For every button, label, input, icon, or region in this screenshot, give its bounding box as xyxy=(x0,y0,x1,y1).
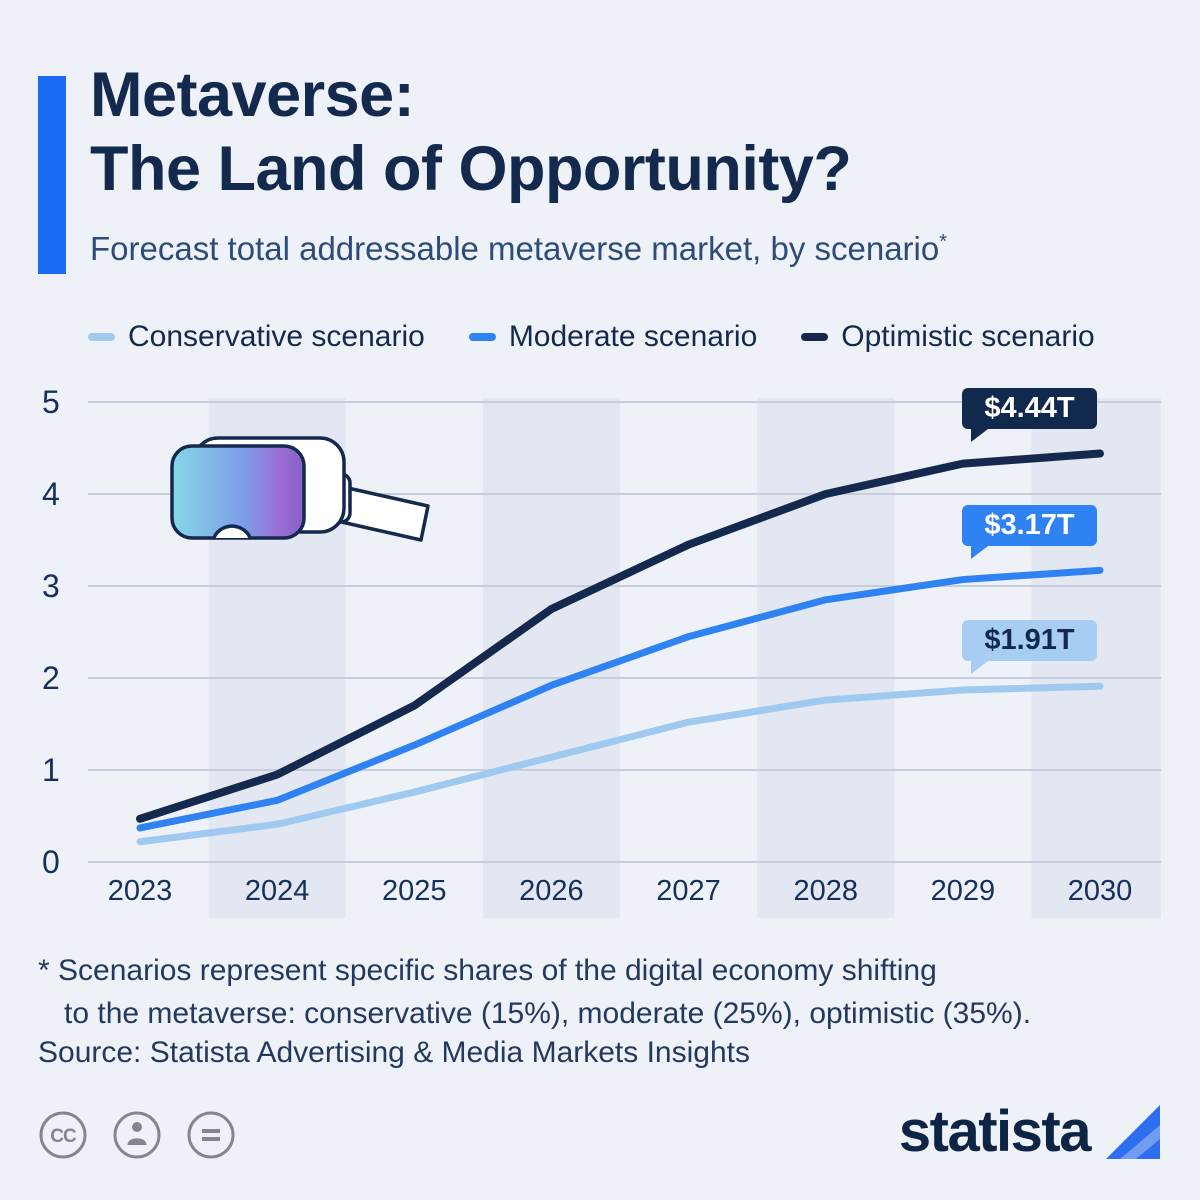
svg-text:CC: CC xyxy=(50,1126,77,1147)
value-badge-moderate: $3.17T xyxy=(962,505,1097,559)
series-line-moderate xyxy=(136,566,1104,832)
svg-text:2029: 2029 xyxy=(931,875,996,907)
svg-text:2028: 2028 xyxy=(793,875,858,907)
badge-tail xyxy=(971,661,988,674)
no-derivatives-icon xyxy=(187,1111,235,1159)
legend-item-moderate: Moderate scenario xyxy=(468,320,758,354)
legend-item-optimistic: Optimistic scenario xyxy=(801,320,1095,354)
badge-tail xyxy=(971,546,988,559)
value-badge-optimistic: $4.44T xyxy=(962,388,1097,442)
legend-marker-conservative xyxy=(88,333,115,341)
title-line-2: The Land of Opportunity? xyxy=(90,134,852,205)
statista-logo-mark xyxy=(1106,1104,1160,1159)
footnote: * Scenarios represent specific shares of… xyxy=(38,950,1031,1035)
legend-marker-moderate xyxy=(468,333,496,341)
attribution-icon xyxy=(113,1111,161,1159)
vr-headset-illustration xyxy=(170,436,430,542)
badge-tail xyxy=(971,429,988,442)
value-badge-conservative: $1.91T xyxy=(962,620,1097,674)
subtitle-text: Forecast total addressable metaverse mar… xyxy=(90,230,940,267)
chart-legend: Conservative scenario Moderate scenario … xyxy=(88,320,1095,354)
page-subtitle: Forecast total addressable metaverse mar… xyxy=(90,230,947,268)
page-title: Metaverse: The Land of Opportunity? xyxy=(90,58,852,207)
svg-text:2030: 2030 xyxy=(1068,875,1133,907)
subtitle-asterisk: * xyxy=(939,231,948,253)
value-label-optimistic: $4.44T xyxy=(984,392,1075,424)
title-accent-bar xyxy=(38,76,66,274)
value-label-conservative: $1.91T xyxy=(984,624,1075,656)
vr-lens-panel xyxy=(170,444,306,540)
statista-wordmark: statista xyxy=(898,1099,1092,1164)
statista-branding: statista xyxy=(899,1098,1160,1165)
svg-text:3: 3 xyxy=(42,568,60,604)
vr-nose-notch xyxy=(212,524,252,540)
legend-label-conservative: Conservative scenario xyxy=(128,320,425,353)
creative-commons-icon: CC xyxy=(39,1111,87,1159)
svg-text:1: 1 xyxy=(42,752,60,788)
value-label-moderate: $3.17T xyxy=(984,509,1075,541)
series-line-optimistic xyxy=(136,449,1104,823)
svg-text:2026: 2026 xyxy=(519,875,584,907)
svg-text:2: 2 xyxy=(42,660,60,696)
svg-text:2027: 2027 xyxy=(656,875,721,907)
legend-label-optimistic: Optimistic scenario xyxy=(841,320,1095,353)
svg-text:0: 0 xyxy=(42,844,60,880)
y-axis-labels: 0 1 2 3 4 5 xyxy=(42,384,60,880)
title-line-1: Metaverse: xyxy=(90,60,415,130)
license-icons: CC xyxy=(38,1110,236,1160)
legend-item-conservative: Conservative scenario xyxy=(88,320,425,354)
svg-text:4: 4 xyxy=(42,476,60,512)
footnote-line-1: * Scenarios represent specific shares of… xyxy=(38,954,937,987)
legend-marker-optimistic xyxy=(801,333,829,341)
svg-text:2023: 2023 xyxy=(108,875,173,907)
legend-label-moderate: Moderate scenario xyxy=(508,320,758,353)
footnote-line-2: to the metaverse: conservative (15%), mo… xyxy=(64,996,1032,1030)
series-line-conservative xyxy=(136,682,1104,846)
svg-text:2024: 2024 xyxy=(245,875,310,907)
source-text: Source: Statista Advertising & Media Mar… xyxy=(38,1036,750,1069)
x-axis-labels: 2023 2024 2025 2026 2027 2028 2029 2030 xyxy=(108,875,1132,907)
svg-text:2025: 2025 xyxy=(382,875,447,907)
svg-text:5: 5 xyxy=(42,384,60,420)
